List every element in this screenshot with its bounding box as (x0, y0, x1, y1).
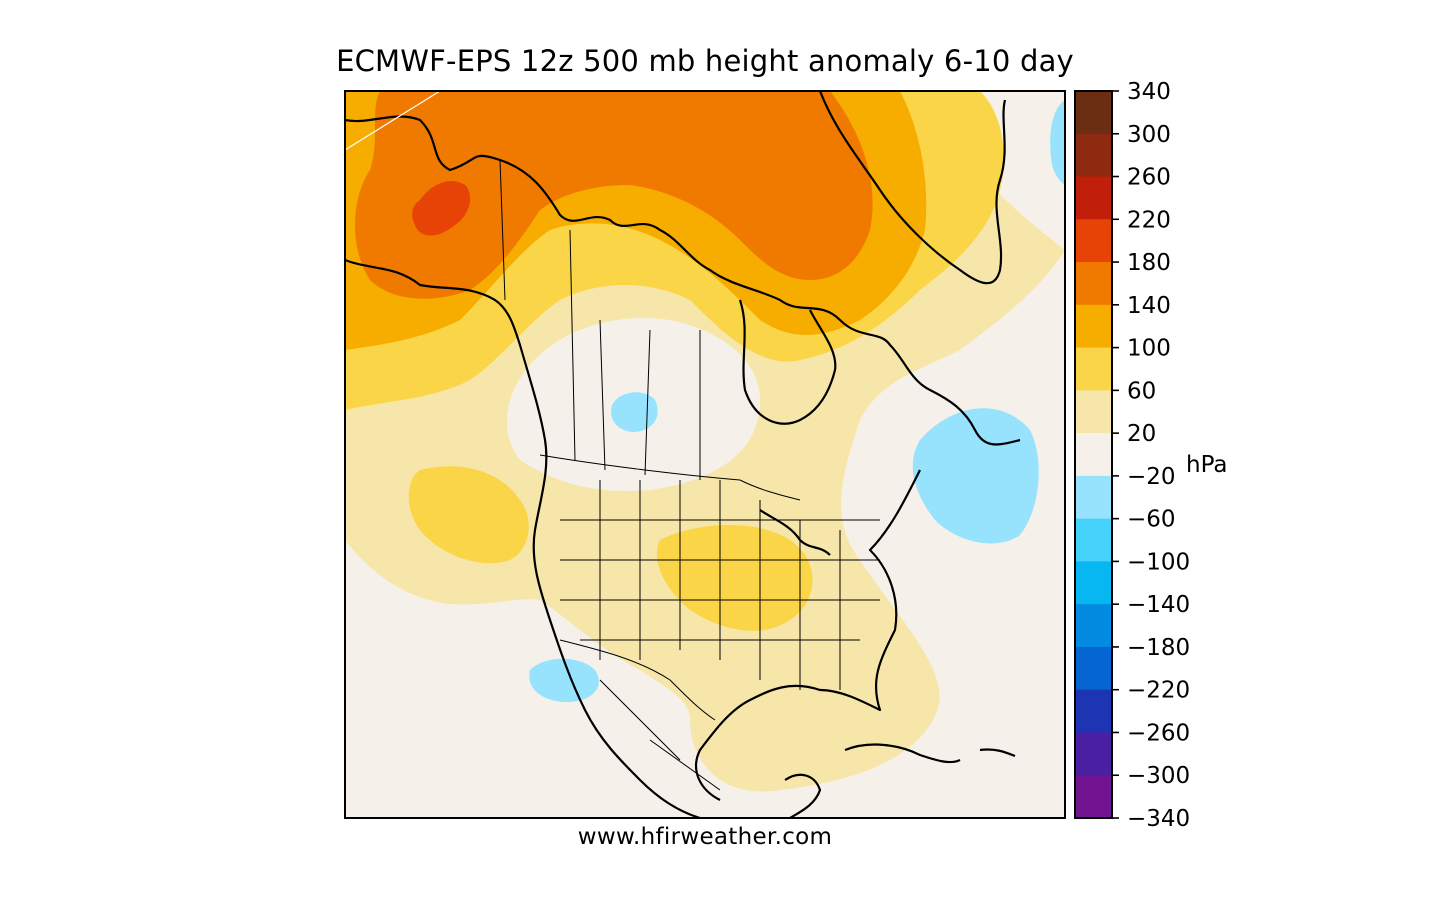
colorbar-tick-label: 60 (1127, 378, 1156, 404)
colorbar-tick-label: −300 (1127, 763, 1190, 789)
colorbar-segment (1075, 433, 1112, 477)
colorbar-segment (1075, 518, 1112, 562)
map-panel (345, 91, 1065, 818)
credit-text: www.hfirweather.com (577, 824, 833, 850)
colorbar-segment (1075, 689, 1112, 733)
colorbar-segment (1075, 604, 1112, 648)
graticule-line (345, 91, 441, 151)
colorbar-unit: hPa (1186, 452, 1228, 478)
colorbar-tick-label: 20 (1127, 421, 1156, 447)
colorbar-tick-label: −180 (1127, 635, 1190, 661)
colorbar-segment (1075, 561, 1112, 605)
anomaly-band-60-100-central (656, 525, 813, 631)
colorbar-tick-label: 140 (1127, 293, 1171, 319)
colorbar-segment (1075, 133, 1112, 178)
colorbar-segment (1075, 176, 1112, 220)
colorbar-tick-label: −340 (1127, 806, 1190, 832)
colorbar-segment (1075, 390, 1112, 434)
colorbar-segment (1075, 262, 1112, 306)
coastlines (345, 91, 1021, 818)
anomaly-low-baja (529, 658, 599, 703)
colorbar-tick-label: −140 (1127, 592, 1190, 618)
colorbar: 340 300 260 220 180 140 100 60 20 −20 −60 −100 −140 −… (1074, 79, 1190, 832)
political-borders (499, 159, 880, 791)
colorbar-segment (1075, 646, 1112, 691)
colorbar-tick-label: 300 (1127, 122, 1171, 148)
colorbar-segment (1075, 475, 1112, 520)
anomaly-band-140-180 (355, 91, 873, 299)
colorbar-segment (1075, 91, 1112, 135)
chart-title: ECMWF-EPS 12z 500 mb height anomaly 6-10… (336, 44, 1074, 78)
colorbar-segment (1075, 347, 1112, 391)
colorbar-tick-label: 180 (1127, 250, 1171, 276)
colorbar-tick-label: 340 (1127, 79, 1171, 105)
map-frame (344, 90, 1066, 819)
anomaly-low-prairies (611, 392, 658, 432)
colorbar-segment (1075, 304, 1112, 349)
anomaly-low-greenland-east (1050, 100, 1065, 185)
colorbar-tick-label: −60 (1127, 507, 1176, 533)
colorbar-tick-label: −220 (1127, 678, 1190, 704)
colorbar-tick-label: −260 (1127, 720, 1190, 746)
anomaly-band-60-100-west (408, 466, 529, 564)
colorbar-segment (1075, 775, 1112, 819)
colorbar-tick-label: −20 (1127, 464, 1176, 490)
colorbar-segment (1075, 732, 1112, 776)
anomaly-band-180-220 (412, 180, 471, 236)
colorbar-tick-label: 100 (1127, 336, 1171, 362)
colorbar-tick-label: 260 (1127, 165, 1171, 191)
colorbar-segment (1075, 219, 1112, 263)
anomaly-band-neutral-mexico (345, 560, 720, 818)
colorbar-tick-label: 220 (1127, 207, 1171, 233)
colorbar-tick-label: −100 (1127, 549, 1190, 575)
colorbar-frame (1074, 90, 1113, 819)
